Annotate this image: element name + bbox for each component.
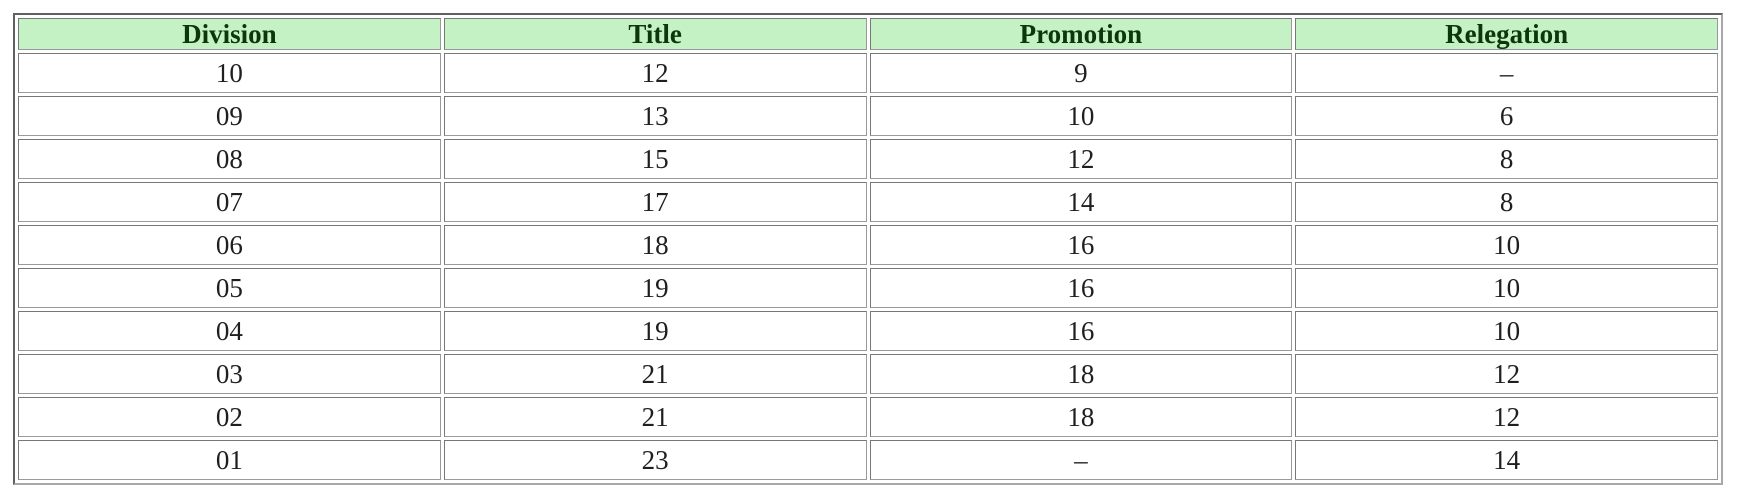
- cell: 03: [18, 354, 441, 394]
- cell: 05: [18, 268, 441, 308]
- cell: 16: [869, 225, 1293, 265]
- cell: 19: [443, 311, 867, 351]
- column-header-division: Division: [18, 18, 441, 50]
- cell: 09: [18, 96, 441, 136]
- header-row: Division Title Promotion Relegation: [18, 18, 1718, 50]
- cell: 17: [443, 182, 867, 222]
- table-row: 10 12 9–: [18, 53, 1718, 93]
- cell: 15: [443, 139, 867, 179]
- table-row: 06 18 16 10: [18, 225, 1718, 265]
- cell: 02: [18, 397, 441, 437]
- cell: 01: [18, 440, 441, 480]
- table-head: Division Title Promotion Relegation: [18, 18, 1718, 50]
- table-row: 02 21 18 12: [18, 397, 1718, 437]
- cell: 06: [18, 225, 441, 265]
- cell: 12: [1295, 397, 1718, 437]
- table-row: 01 23–14: [18, 440, 1718, 480]
- table-row: 03 21 18 12: [18, 354, 1718, 394]
- cell: 18: [443, 225, 867, 265]
- table-row: 04 19 16 10: [18, 311, 1718, 351]
- cell: 8: [1295, 139, 1718, 179]
- cell: 12: [869, 139, 1293, 179]
- cell: 14: [869, 182, 1293, 222]
- table-row: 08 15 12 8: [18, 139, 1718, 179]
- cell: 08: [18, 139, 441, 179]
- cell: 10: [18, 53, 441, 93]
- cell: 18: [869, 397, 1293, 437]
- cell: 10: [1295, 225, 1718, 265]
- cell: 21: [443, 397, 867, 437]
- cell: 10: [869, 96, 1293, 136]
- table-row: 09 13 10 6: [18, 96, 1718, 136]
- cell: 14: [1295, 440, 1718, 480]
- cell: 8: [1295, 182, 1718, 222]
- cell: 12: [1295, 354, 1718, 394]
- cell: 07: [18, 182, 441, 222]
- cell: 23: [443, 440, 867, 480]
- column-header-title: Title: [443, 18, 867, 50]
- table-body: 10 12 9–09 13 10 6 08 15 12 8 07 17 14 8 06 18 16 10 05 19 1…: [18, 53, 1718, 480]
- cell: 16: [869, 311, 1293, 351]
- cell: 19: [443, 268, 867, 308]
- table-row: 05 19 16 10: [18, 268, 1718, 308]
- cell: –: [869, 440, 1293, 480]
- cell: 04: [18, 311, 441, 351]
- cell: 9: [869, 53, 1293, 93]
- cell: 10: [1295, 268, 1718, 308]
- cell: –: [1295, 53, 1718, 93]
- cell: 18: [869, 354, 1293, 394]
- cell: 6: [1295, 96, 1718, 136]
- cell: 13: [443, 96, 867, 136]
- division-stats-table: Division Title Promotion Relegation 10 12 9–0…: [13, 13, 1723, 485]
- cell: 21: [443, 354, 867, 394]
- table-row: 07 17 14 8: [18, 182, 1718, 222]
- column-header-relegation: Relegation: [1295, 18, 1718, 50]
- cell: 10: [1295, 311, 1718, 351]
- column-header-promotion: Promotion: [869, 18, 1293, 50]
- cell: 16: [869, 268, 1293, 308]
- cell: 12: [443, 53, 867, 93]
